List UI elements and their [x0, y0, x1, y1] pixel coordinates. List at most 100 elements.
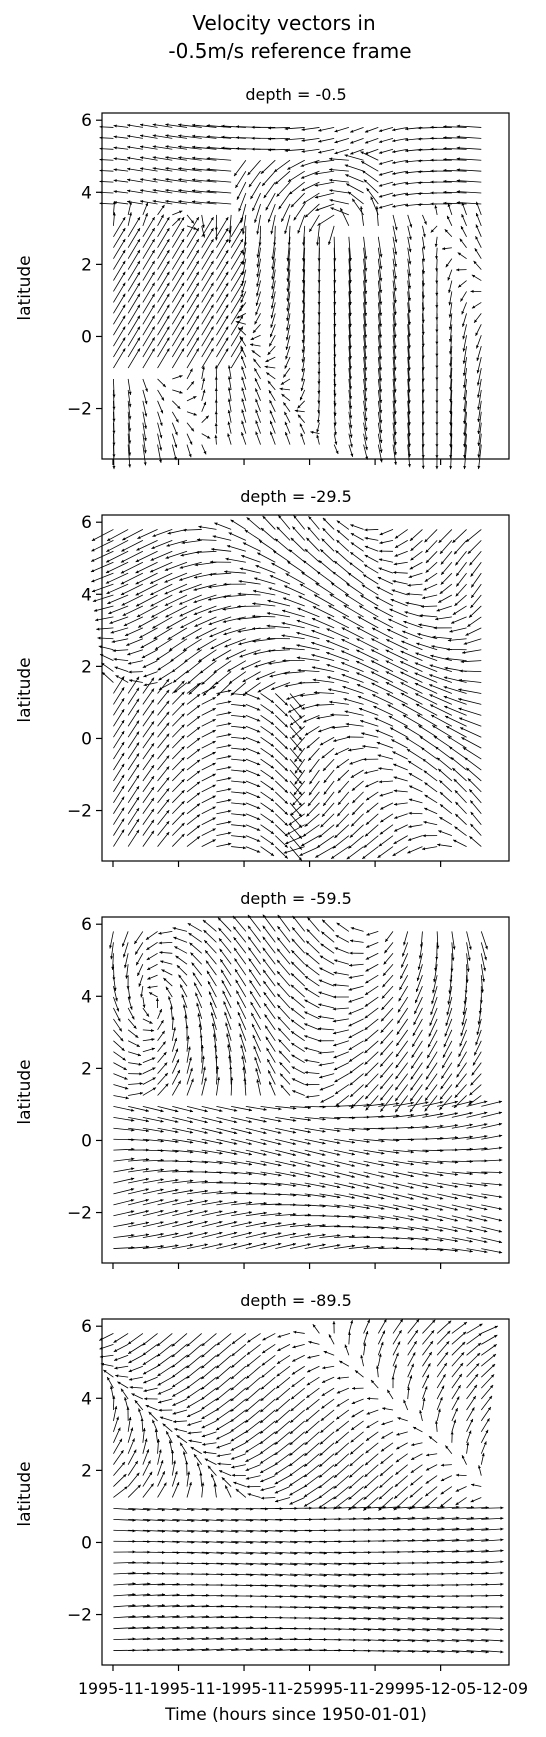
vector-arrowhead — [335, 824, 340, 828]
vector-arrowhead — [242, 758, 247, 762]
vector-arrowhead — [296, 619, 301, 623]
velocity-vector — [456, 158, 482, 161]
vector-arrowhead — [284, 713, 288, 717]
velocity-vector — [237, 616, 261, 620]
vector-arrowhead — [110, 956, 114, 960]
velocity-vector — [403, 725, 423, 738]
vector-arrowhead — [235, 979, 239, 984]
velocity-vector — [364, 1073, 379, 1088]
velocity-vector — [249, 990, 261, 1009]
vector-arrowhead — [377, 577, 382, 580]
velocity-vector — [216, 304, 229, 325]
vector-arrowhead — [166, 271, 170, 276]
vector-arrowhead — [361, 584, 366, 588]
x-ticks — [112, 1665, 442, 1671]
velocity-vector — [245, 1149, 267, 1156]
vector-arrowhead — [322, 1164, 326, 1167]
vector-arrowhead — [123, 1067, 127, 1070]
vector-arrowhead — [435, 389, 439, 393]
velocity-vector — [437, 1136, 459, 1140]
vector-arrowhead — [238, 579, 242, 583]
velocity-vector — [463, 389, 467, 413]
vector-arrowhead — [164, 603, 169, 606]
velocity-vector — [451, 1136, 473, 1140]
velocity-vector — [253, 1045, 261, 1063]
vector-arrowhead — [144, 425, 148, 429]
velocity-vector — [302, 324, 306, 344]
vector-arrowhead — [349, 951, 353, 955]
vector-arrowhead — [151, 721, 155, 725]
velocity-vector — [307, 791, 320, 807]
vector-arrowhead — [364, 290, 368, 295]
vector-arrowhead — [305, 1083, 309, 1087]
vector-arrowhead — [110, 630, 114, 634]
vector-arrowhead — [140, 134, 144, 138]
vector-arrowhead — [117, 1427, 121, 1431]
velocity-vector — [214, 522, 232, 530]
vector-arrowhead — [130, 1188, 135, 1191]
velocity-vector — [297, 607, 320, 618]
vector-arrowhead — [278, 1212, 282, 1216]
velocity-vector — [165, 550, 188, 559]
velocity-vector — [290, 972, 305, 987]
velocity-vector — [127, 444, 131, 468]
vector-arrowhead — [155, 998, 159, 1002]
vector-arrowhead — [263, 969, 267, 974]
vector-arrowhead — [315, 208, 319, 211]
vector-arrowhead — [140, 145, 144, 149]
velocity-vector — [466, 1100, 488, 1107]
vector-arrowhead — [208, 622, 212, 626]
velocity-vector — [427, 1029, 438, 1048]
velocity-vector — [179, 605, 202, 617]
vector-arrowhead — [175, 419, 179, 423]
vector-arrowhead — [291, 950, 295, 954]
vector-arrowhead — [175, 1140, 179, 1144]
velocity-vector — [205, 960, 217, 976]
vector-arrowhead — [306, 813, 310, 817]
vector-arrowhead — [462, 336, 466, 340]
velocity-vector — [93, 605, 114, 612]
vector-arrowhead — [195, 550, 199, 554]
vector-arrowhead — [415, 693, 419, 697]
velocity-vector — [302, 192, 320, 205]
velocity-vector — [211, 1012, 217, 1030]
vector-arrowhead — [256, 696, 261, 700]
vector-arrowhead — [440, 561, 444, 565]
velocity-vector — [152, 134, 173, 139]
vector-arrowhead — [407, 333, 411, 337]
vector-arrowhead — [469, 614, 473, 618]
velocity-vector — [466, 964, 468, 983]
vector-arrowhead — [388, 618, 392, 622]
vector-arrowhead — [333, 403, 337, 407]
vector-arrowhead — [319, 742, 324, 746]
vector-arrowhead — [242, 824, 247, 828]
velocity-vector — [113, 1518, 136, 1521]
vector-arrowhead — [204, 1120, 208, 1124]
velocity-vector — [128, 1615, 151, 1619]
vector-arrowhead — [228, 809, 232, 813]
velocity-vector — [378, 1138, 400, 1141]
vector-arrowhead — [149, 1471, 153, 1476]
velocity-vector — [113, 697, 125, 716]
velocity-vector — [245, 1232, 267, 1239]
y-tick-label: 6 — [81, 1317, 92, 1337]
vector-arrowhead — [227, 433, 231, 437]
vector-arrowhead — [307, 1233, 311, 1236]
vector-arrowhead — [106, 591, 110, 594]
velocity-vector — [428, 1018, 438, 1037]
velocity-vector — [304, 203, 320, 218]
vector-arrowhead — [288, 178, 292, 182]
vector-arrowhead — [130, 1210, 135, 1214]
vector-arrowhead — [469, 1172, 473, 1176]
panel-title: depth = -29.5 — [240, 487, 352, 506]
velocity-vector — [105, 550, 129, 563]
vector-arrowhead — [364, 129, 369, 133]
velocity-vector — [262, 969, 276, 987]
vector-arrowhead — [186, 1035, 190, 1039]
velocity-vector — [231, 1149, 253, 1156]
vector-arrowhead — [379, 367, 383, 371]
velocity-vector — [277, 1004, 291, 1020]
vector-arrowhead — [380, 1074, 384, 1078]
velocity-vector — [260, 1160, 282, 1166]
